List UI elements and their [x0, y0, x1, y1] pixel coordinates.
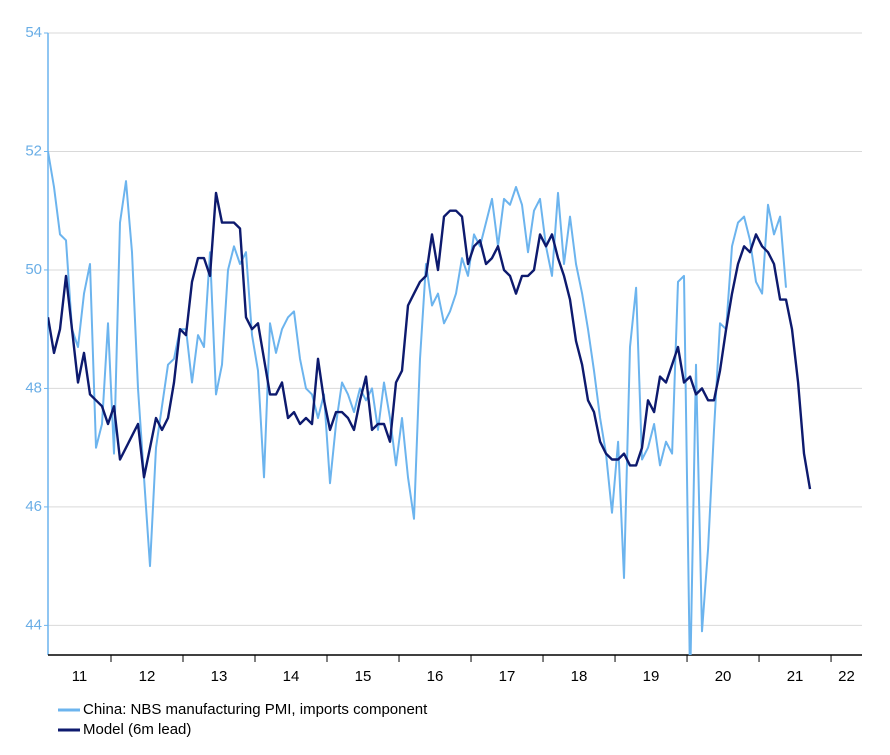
- x-tick-label: 16: [427, 668, 444, 685]
- legend-label: Model (6m lead): [83, 721, 191, 738]
- x-tick-label: 22: [838, 668, 855, 685]
- y-tick-label: 52: [25, 142, 42, 159]
- x-tick-label: 20: [715, 668, 732, 685]
- y-tick-label: 46: [25, 498, 42, 515]
- x-tick-label: 11: [72, 668, 88, 685]
- series-line: [48, 151, 787, 655]
- x-tick-label: 14: [283, 668, 300, 685]
- y-tick-label: 54: [25, 24, 42, 41]
- x-tick-label: 12: [139, 668, 156, 685]
- legend-label: China: NBS manufacturing PMI, imports co…: [83, 701, 428, 718]
- plot-area: [48, 151, 812, 655]
- y-tick-label: 44: [25, 616, 42, 633]
- y-tick-label: 50: [25, 261, 42, 278]
- x-tick-label: 18: [571, 668, 588, 685]
- x-tick-label: 15: [355, 668, 372, 685]
- x-tick-label: 19: [643, 668, 660, 685]
- x-tick-label: 13: [211, 668, 228, 685]
- x-tick-label: 17: [499, 668, 516, 685]
- x-tick-label: 21: [787, 668, 804, 685]
- y-tick-label: 48: [25, 379, 42, 396]
- series-line: [48, 191, 812, 490]
